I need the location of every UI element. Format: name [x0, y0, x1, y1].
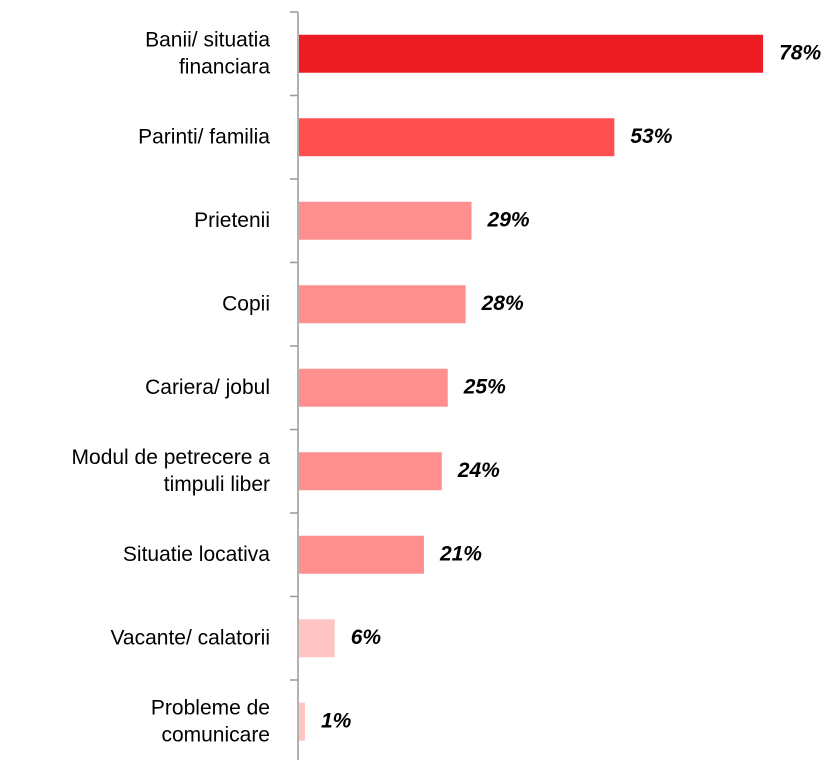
category-label: Parinti/ familia	[138, 125, 270, 148]
category-label: Probleme de comunicare	[151, 696, 270, 746]
value-label: 53%	[630, 125, 672, 148]
category-label: Copii	[222, 292, 270, 315]
value-label: 1%	[321, 709, 352, 732]
bar	[299, 118, 615, 157]
category-label: Situatie locativa	[123, 542, 270, 565]
bar	[299, 619, 335, 658]
category-label: Prietenii	[194, 208, 270, 231]
bar	[299, 285, 466, 324]
bar	[299, 368, 448, 407]
bar	[299, 34, 764, 73]
value-label: 24%	[457, 459, 500, 482]
value-label: 78%	[779, 41, 821, 64]
value-label: 28%	[481, 292, 524, 315]
value-label: 25%	[463, 375, 506, 398]
bar	[299, 535, 424, 574]
bar	[299, 201, 472, 240]
value-label: 21%	[439, 542, 482, 565]
value-label: 6%	[351, 626, 382, 649]
category-label: Vacante/ calatorii	[110, 626, 270, 649]
category-label: Modul de petrecere a timpuli liber	[72, 445, 271, 495]
bar	[299, 702, 305, 741]
value-label: 29%	[487, 208, 530, 231]
bar	[299, 452, 442, 491]
category-label: Cariera/ jobul	[145, 375, 270, 398]
category-label: Banii/ situatia financiara	[145, 28, 270, 78]
